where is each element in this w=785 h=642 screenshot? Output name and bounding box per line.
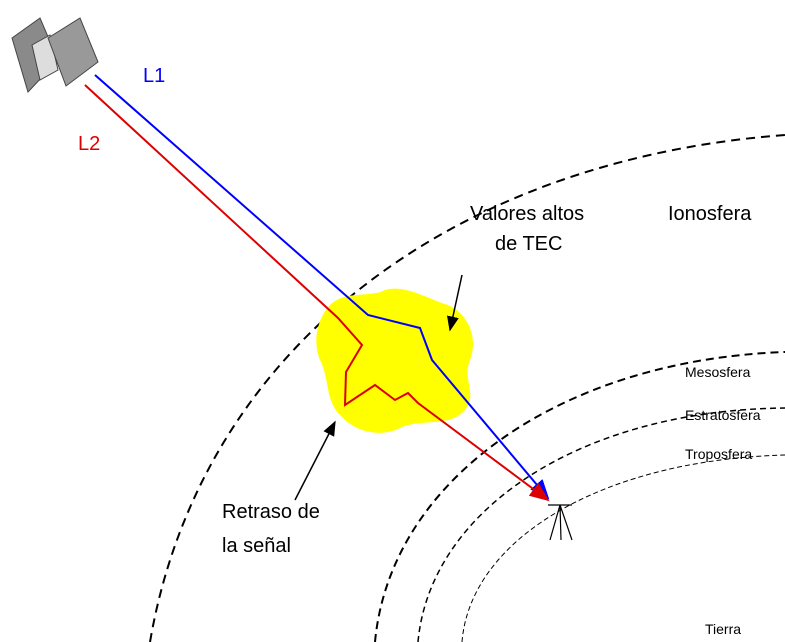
troposphere-arc (461, 454, 785, 642)
l2-label: L2 (78, 133, 100, 155)
tec-label: de TEC (495, 233, 562, 255)
stratosphere-arc (417, 407, 785, 642)
mesosphere-label: Mesosfera (685, 364, 751, 380)
delay-label: Retraso de (222, 501, 320, 523)
earth-label: Tierra (705, 621, 741, 637)
l1-label: L1 (143, 65, 165, 87)
stratosphere-label: Estratosfera (685, 407, 761, 423)
tec-label: Valores altos (470, 203, 584, 225)
tec-blob (316, 288, 474, 433)
ionosphere-arc (149, 134, 785, 642)
l1-signal (94, 74, 550, 500)
delay-arrow (294, 420, 336, 501)
troposphere-label: Troposfera (685, 446, 752, 462)
l2-signal (84, 84, 550, 502)
mesosphere-arc (374, 351, 785, 642)
tec-arrow (447, 274, 463, 332)
delay-label: la señal (222, 535, 291, 557)
satellite (11, 17, 99, 93)
receiver (548, 504, 573, 541)
layers (149, 134, 785, 642)
ionosphere-label: Ionosfera (668, 203, 752, 225)
